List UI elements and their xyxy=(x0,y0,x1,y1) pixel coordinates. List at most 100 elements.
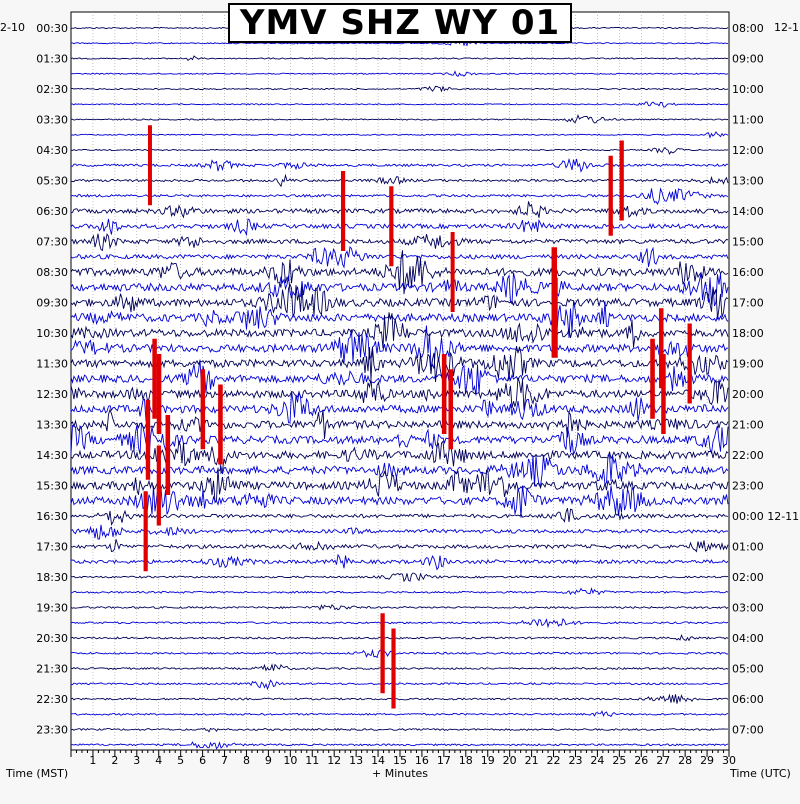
right-time-label: 06:00 xyxy=(732,693,764,706)
clipped-spike xyxy=(380,613,385,694)
clipped-spike xyxy=(218,384,223,465)
right-time-label: 11:00 xyxy=(732,114,764,127)
x-tick-label: 14 xyxy=(371,754,385,767)
trace-line xyxy=(70,70,729,78)
left-time-label: 07:30 xyxy=(36,236,68,249)
x-tick-label: 1 xyxy=(89,754,96,767)
x-tick-label: 26 xyxy=(634,754,648,767)
right-time-label: 22:00 xyxy=(732,449,764,462)
right-time-label: 05:00 xyxy=(732,663,764,676)
left-time-label: 06:30 xyxy=(36,205,68,218)
trace-line xyxy=(70,391,729,424)
chart-title: YMV SHZ WY 01 xyxy=(228,3,572,43)
left-time-label: 03:30 xyxy=(36,114,68,127)
clipped-spike xyxy=(687,323,692,404)
x-tick-label: 28 xyxy=(678,754,692,767)
clipped-spike xyxy=(340,171,346,251)
right-time-label: 02:00 xyxy=(732,571,764,584)
trace-line xyxy=(70,187,729,205)
x-tick-label: 27 xyxy=(656,754,670,767)
x-tick-label: 3 xyxy=(133,754,140,767)
clipped-spike xyxy=(450,232,455,312)
trace-line xyxy=(70,539,729,553)
x-tick-label: 7 xyxy=(221,754,228,767)
left-time-label: 10:30 xyxy=(36,327,68,340)
right-time-label: 18:00 xyxy=(732,327,764,340)
left-time-label: 05:30 xyxy=(36,175,68,188)
left-time-label: 00:30 xyxy=(36,22,68,35)
clipped-spike xyxy=(152,338,157,419)
x-tick-label: 6 xyxy=(199,754,206,767)
trace-line xyxy=(70,604,729,611)
x-tick-label: 29 xyxy=(700,754,714,767)
trace-line xyxy=(70,39,728,47)
x-tick-label: 23 xyxy=(568,754,582,767)
right-time-label: 10:00 xyxy=(732,83,764,96)
trace-line xyxy=(70,508,729,526)
trace-line xyxy=(70,359,729,396)
clipped-spike xyxy=(389,186,394,267)
clipped-spike xyxy=(608,155,613,236)
clipped-spike xyxy=(147,125,152,206)
left-time-label: 23:30 xyxy=(36,724,68,737)
right-time-label: 03:00 xyxy=(732,602,764,615)
x-tick-label: 24 xyxy=(590,754,604,767)
x-tick-label: 10 xyxy=(283,754,297,767)
left-time-labels: 00:30 01:30 02:30 03:30 04:30 05:30 06:30 07:30… xyxy=(36,22,68,737)
trace-line xyxy=(70,524,729,540)
x-tick-label: 13 xyxy=(349,754,363,767)
trace-line xyxy=(70,146,729,156)
right-time-label: 16:00 xyxy=(732,266,764,279)
right-axis-label: Time (UTC) xyxy=(729,767,791,780)
trace-line xyxy=(70,233,729,252)
trace-line xyxy=(70,452,729,487)
left-time-label: 20:30 xyxy=(36,632,68,645)
trace-line xyxy=(70,648,729,659)
right-time-label: 07:00 xyxy=(732,724,764,737)
left-time-label: 21:30 xyxy=(36,663,68,676)
trace-line xyxy=(70,173,729,188)
clipped-spike xyxy=(619,140,624,221)
left-time-label: 04:30 xyxy=(36,144,68,157)
trace-line xyxy=(70,377,729,411)
right-time-label: 17:00 xyxy=(732,297,764,310)
trace-line xyxy=(70,572,729,583)
x-axis-label: + Minutes xyxy=(372,767,428,780)
trace-line xyxy=(70,741,729,750)
x-tick-label: 4 xyxy=(155,754,162,767)
left-time-label: 18:30 xyxy=(36,571,68,584)
clipped-spike xyxy=(661,354,666,434)
right-time-label: 09:00 xyxy=(732,53,764,66)
trace-line xyxy=(70,114,729,124)
x-tick-label: 8 xyxy=(243,754,250,767)
x-tick-label: 22 xyxy=(547,754,561,767)
left-time-label: 16:30 xyxy=(36,510,68,523)
trace-line xyxy=(70,272,729,307)
right-time-label: 23:00 xyxy=(732,480,764,493)
left-axis-label: Time (MST) xyxy=(5,767,68,780)
left-time-label: 14:30 xyxy=(36,449,68,462)
trace-line xyxy=(70,101,729,108)
clipped-spike xyxy=(156,445,161,526)
left-time-label: 17:30 xyxy=(36,541,68,554)
clipped-spike xyxy=(391,628,396,709)
x-tick-label: 19 xyxy=(481,754,495,767)
left-time-label: 15:30 xyxy=(36,480,68,493)
right-time-label: 13:00 xyxy=(732,175,764,188)
right-time-label: 08:00 xyxy=(732,22,764,35)
left-time-label: 09:30 xyxy=(36,297,68,310)
left-time-label: 19:30 xyxy=(36,602,68,615)
clipped-spike xyxy=(165,415,171,495)
left-time-label: 08:30 xyxy=(36,266,68,279)
trace-line xyxy=(70,218,729,237)
trace-line xyxy=(70,157,729,173)
x-tick-label: 21 xyxy=(525,754,539,767)
x-tick-label: 15 xyxy=(393,754,407,767)
clipped-spike xyxy=(145,399,151,480)
left-time-label: 01:30 xyxy=(36,53,68,66)
clipped-spike xyxy=(200,369,206,450)
right-time-label: 21:00 xyxy=(732,419,764,432)
right-time-label: 14:00 xyxy=(732,205,764,218)
